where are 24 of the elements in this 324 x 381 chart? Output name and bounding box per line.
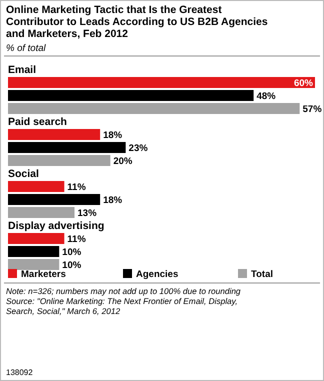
y-tick-label: Paid search	[8, 116, 67, 128]
data-label: 18%	[103, 130, 123, 141]
text: 138092	[6, 368, 34, 377]
legend-label: Agencies	[136, 269, 178, 280]
data-label: 18%	[103, 195, 123, 206]
data-label: 23%	[128, 143, 148, 154]
data-label: 48%	[256, 91, 276, 102]
data-label: 60%	[294, 78, 314, 89]
legend-label: Marketers	[21, 269, 66, 280]
data-label: 10%	[62, 260, 82, 271]
y-tick-label: Social	[8, 168, 40, 180]
source-note: Source: "Online Marketing: The Next Frontier of Email, Display, Search, Social," March 6, 2012	[6, 296, 238, 316]
chart-subtitle: % of total	[6, 43, 46, 54]
text: Note: n=326; numbers may not add up to 100% due to rounding	[6, 286, 241, 296]
data-label: 10%	[62, 247, 82, 258]
y-tick-label: Display advertising	[8, 220, 104, 232]
data-label: 11%	[67, 182, 86, 193]
data-label: 57%	[302, 104, 322, 115]
data-label: 11%	[67, 234, 86, 245]
data-label: 20%	[113, 156, 133, 167]
chart-title: Online Marketing Tactic that Is the Greatest Contributor to Leads According to US B2B Agencies and Marketers, Feb 2012	[6, 4, 268, 40]
data-label: 13%	[78, 208, 98, 219]
y-tick-label: Email	[8, 64, 36, 76]
legend-label: Total	[251, 269, 273, 280]
